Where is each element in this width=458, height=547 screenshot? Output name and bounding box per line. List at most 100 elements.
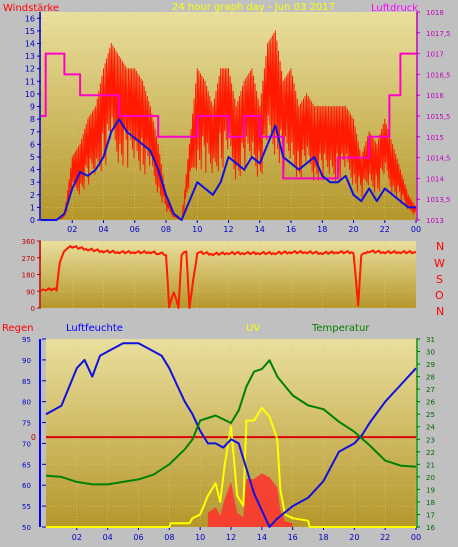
- temperature-y-tick-label: 22: [426, 449, 435, 457]
- wind-x-tick-label: 08: [161, 225, 171, 234]
- wind-y-tick-label: 8: [30, 115, 35, 124]
- wind-x-tick-label: 12: [223, 225, 233, 234]
- wind-y-tick-label: 14: [25, 40, 35, 49]
- temperature-y-tick-label: 23: [426, 436, 435, 444]
- humidity-y-tick-label: 85: [22, 378, 31, 386]
- chart-title: 24 hour graph day - Jun 03 2017: [172, 2, 335, 13]
- pressure-y-tick-label: 1013: [426, 217, 444, 225]
- rain-label: Regen: [2, 323, 34, 334]
- wind-y-tick-label: 2: [30, 191, 35, 200]
- humidity-y-tick-label: 65: [22, 461, 31, 469]
- rain-zero-label: 0: [31, 433, 36, 442]
- wind-y-tick-label: 15: [25, 27, 35, 36]
- wind-x-tick-label: 04: [98, 225, 108, 234]
- wind-y-tick-label: 11: [25, 77, 35, 86]
- wind-y-tick-label: 1: [30, 203, 35, 212]
- humidity-x-tick-label: 16: [288, 533, 298, 542]
- pressure-y-tick-label: 1014,5: [426, 155, 451, 163]
- uv-series-line: [46, 406, 416, 528]
- temperature-y-tick-label: 25: [426, 411, 435, 419]
- wind-y-tick-label: 5: [30, 153, 35, 162]
- humidity-y-tick-label: 55: [22, 503, 31, 511]
- humidity-x-tick-label: 14: [257, 533, 267, 542]
- humidity-x-tick-label: 20: [349, 533, 359, 542]
- humidity-y-tick-label: 95: [22, 336, 31, 344]
- pressure-y-tick-label: 1016,5: [426, 71, 451, 79]
- pressure-y-tick-label: 1016: [426, 92, 444, 100]
- temperature-y-tick-label: 20: [426, 474, 435, 482]
- humidity-label: Luftfeuchte: [66, 323, 123, 334]
- wind-x-tick-label: 18: [317, 225, 327, 234]
- direction-y-tick-label: 180: [22, 272, 35, 280]
- humidity-x-tick-label: 08: [164, 533, 174, 542]
- wind-y-tick-label: 13: [25, 52, 35, 61]
- temperature-y-tick-label: 21: [426, 461, 435, 469]
- temperature-y-tick-label: 27: [426, 386, 435, 394]
- wind-x-tick-label: 16: [286, 225, 296, 234]
- humidity-x-tick-label: 00: [411, 533, 421, 542]
- temperature-series-line: [45, 359, 417, 486]
- pressure-y-tick-label: 1017,5: [426, 30, 451, 38]
- wind-y-tick-label: 6: [30, 140, 35, 149]
- wind-average-series-line: [41, 118, 416, 221]
- direction-y-tick-label: 360: [22, 238, 35, 246]
- pressure-y-tick-label: 1018: [426, 9, 444, 17]
- humidity-x-tick-label: 04: [103, 533, 113, 542]
- pressure-y-tick-label: 1015,5: [426, 113, 451, 121]
- humidity-x-tick-label: 22: [380, 533, 390, 542]
- pressure-y-tick-label: 1017: [426, 51, 444, 59]
- wind-y-tick-label: 7: [30, 128, 35, 137]
- temperature-y-tick-label: 18: [426, 499, 435, 507]
- temperature-y-tick-label: 30: [426, 349, 435, 357]
- wind-x-tick-label: 02: [67, 225, 77, 234]
- direction-label-s: S: [436, 273, 443, 286]
- wind-x-tick-label: 22: [380, 225, 390, 234]
- humidity-x-tick-label: 18: [318, 533, 328, 542]
- wind-y-tick-label: 9: [30, 103, 35, 112]
- wind-x-tick-label: 06: [130, 225, 140, 234]
- temperature-y-tick-label: 31: [426, 336, 435, 344]
- direction-label-n-bottom: N: [436, 305, 444, 318]
- temperature-y-tick-label: 28: [426, 374, 435, 382]
- temperature-y-tick-label: 26: [426, 399, 435, 407]
- temperature-label: Temperatur: [311, 323, 370, 334]
- temperature-y-tick-label: 16: [426, 524, 435, 532]
- direction-y-tick-label: 0: [31, 305, 35, 313]
- humidity-y-tick-label: 70: [22, 440, 31, 448]
- pressure-y-tick-label: 1013,5: [426, 196, 451, 204]
- wind-x-tick-label: 00: [411, 225, 421, 234]
- humidity-x-tick-label: 12: [226, 533, 236, 542]
- humidity-x-tick-label: 02: [72, 533, 82, 542]
- pressure-series-line: [41, 52, 416, 180]
- uv-label: UV: [246, 323, 260, 334]
- direction-label-w: W: [434, 257, 445, 270]
- wind-y-tick-label: 4: [30, 166, 35, 175]
- wind-x-tick-label: 14: [255, 225, 265, 234]
- humidity-x-tick-label: 06: [133, 533, 143, 542]
- humidity-x-tick-label: 10: [195, 533, 205, 542]
- wind-direction-series-line: [40, 245, 416, 309]
- direction-y-tick-label: 270: [22, 255, 35, 263]
- uv-fill-area: [207, 473, 293, 527]
- temperature-y-tick-label: 29: [426, 361, 435, 369]
- direction-y-tick-label: 90: [26, 288, 35, 296]
- wind-axis-title: Windstärke: [3, 3, 59, 14]
- wind-y-tick-label: 12: [25, 65, 35, 74]
- pressure-axis-title: Luftdruck: [371, 3, 418, 14]
- humidity-y-tick-label: 80: [22, 399, 31, 407]
- wind-y-tick-label: 16: [25, 14, 35, 23]
- wind-y-tick-label: 0: [30, 216, 35, 225]
- temperature-y-tick-label: 17: [426, 511, 435, 519]
- wind-y-tick-label: 3: [30, 178, 35, 187]
- direction-label-o: O: [435, 289, 444, 302]
- humidity-y-tick-label: 60: [22, 482, 31, 490]
- humidity-series-line: [45, 342, 417, 528]
- temperature-y-tick-label: 24: [426, 424, 435, 432]
- wind-x-tick-label: 20: [348, 225, 358, 234]
- wind-x-tick-label: 10: [192, 225, 202, 234]
- wind-y-tick-label: 10: [25, 90, 35, 99]
- humidity-y-tick-label: 75: [22, 420, 31, 428]
- series-layer: [40, 30, 417, 528]
